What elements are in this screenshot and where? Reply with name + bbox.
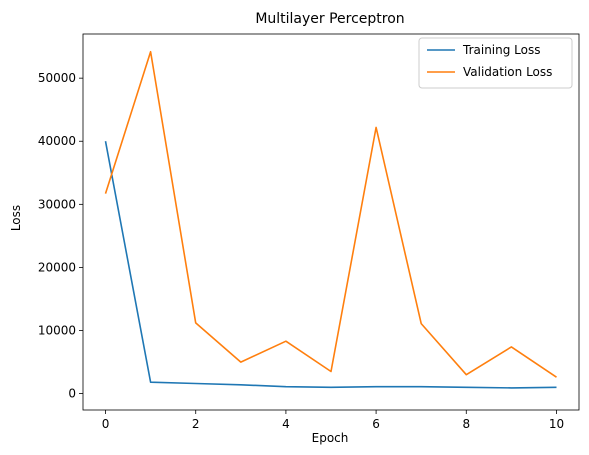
legend: Training Loss Validation Loss: [418, 37, 573, 89]
x-tick-label: 4: [282, 417, 290, 431]
legend-entry-label: Validation Loss: [463, 65, 552, 79]
x-tick-label: 0: [102, 417, 110, 431]
plot-frame: [82, 33, 580, 411]
x-tick-label: 10: [549, 417, 564, 431]
y-tick-label: 40000: [38, 134, 76, 148]
legend-entry-label: Training Loss: [462, 43, 540, 57]
y-tick-label: 50000: [38, 71, 76, 85]
y-tick-label: 10000: [38, 324, 76, 338]
series-line-training-loss: [104, 141, 557, 389]
y-tick-label: 30000: [38, 197, 76, 211]
y-tick-label: 20000: [38, 260, 76, 274]
plot-area: 0 2 4 6 8 10 0 10000 20000 30000 40000 50000: [38, 33, 580, 431]
x-tick-label: 8: [462, 417, 470, 431]
y-axis-label: Loss: [9, 205, 23, 231]
legend-box: [418, 37, 573, 89]
series-line-validation-loss: [104, 50, 557, 378]
x-axis-label: Epoch: [312, 431, 349, 445]
chart-title: Multilayer Perceptron: [255, 11, 404, 27]
y-tick-label: 0: [68, 387, 76, 401]
x-tick-label: 6: [372, 417, 380, 431]
x-tick-label: 2: [192, 417, 200, 431]
